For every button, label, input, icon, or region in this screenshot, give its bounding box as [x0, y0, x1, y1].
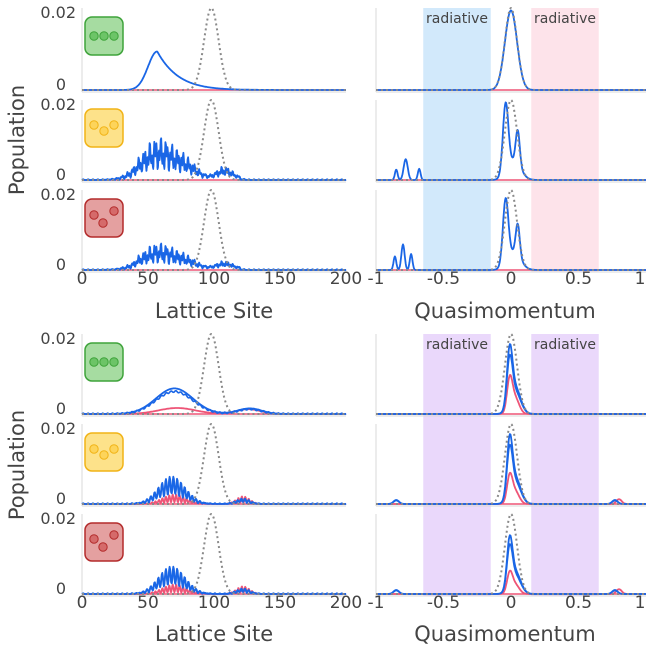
icon-dot [100, 451, 108, 459]
y-tick-label: 0 [56, 165, 66, 184]
icon-dot [90, 32, 98, 40]
blue-series-line [376, 544, 646, 594]
blue-series-line [376, 355, 646, 414]
radiative-label: radiative [426, 11, 488, 27]
icon-dot [90, 535, 98, 543]
x-axis-label: Quasimomentum [414, 299, 595, 323]
icon-dot [90, 121, 98, 129]
radiative-label: radiative [426, 337, 488, 353]
x-tick-label: 0 [77, 593, 88, 613]
green-three-dots-icon [85, 343, 123, 381]
x-tick-label: 1 [635, 269, 646, 289]
x-tick-label: -0.5 [427, 593, 460, 613]
blue-series-line [82, 477, 346, 504]
y-tick-label: 0.02 [40, 3, 76, 22]
radiative-band [531, 8, 599, 272]
radiative-label: radiative [534, 337, 596, 353]
x-tick-label: 200 [330, 269, 362, 289]
icon-dot [110, 358, 118, 366]
icon-dot [110, 445, 118, 453]
blue-series-line [82, 391, 346, 414]
y-tick-label: 0.02 [40, 509, 76, 528]
red-series-line [376, 571, 646, 594]
red-series-line [376, 473, 646, 504]
x-tick-label: 0.5 [565, 269, 592, 289]
icon-dot [110, 531, 118, 539]
x-tick-label: 50 [137, 269, 159, 289]
yellow-three-dots-icon [85, 109, 123, 147]
icon-dot [100, 127, 108, 135]
x-tick-label: 0 [77, 269, 88, 289]
icon-dot [99, 219, 107, 227]
x-tick-label: 100 [198, 593, 230, 613]
icon-dot [100, 32, 108, 40]
icon-dot [90, 358, 98, 366]
initial-state-dotted-line [376, 8, 646, 90]
icon-dot [110, 207, 118, 215]
green-three-dots-icon [85, 17, 123, 55]
x-axis-label: Lattice Site [155, 299, 273, 323]
x-axis-label: Lattice Site [155, 622, 273, 646]
x-tick-label: 150 [264, 593, 296, 613]
blue-series-line [82, 52, 346, 91]
icon-dot [90, 445, 98, 453]
y-tick-label: 0 [56, 489, 66, 508]
x-tick-label: 150 [264, 269, 296, 289]
icon-dot [110, 32, 118, 40]
y-tick-label: 0 [56, 579, 66, 598]
x-tick-label: 1 [635, 593, 646, 613]
icon-dot [100, 358, 108, 366]
x-tick-label: 200 [330, 593, 362, 613]
y-tick-label: 0.02 [40, 95, 76, 114]
blue-series-line [376, 198, 646, 270]
x-tick-label: -1 [368, 593, 385, 613]
radiative-band [531, 334, 599, 596]
y-tick-label: 0.02 [40, 419, 76, 438]
y-axis-label: Population [5, 410, 29, 520]
blue-series-line [82, 388, 346, 414]
blue-series-line [82, 143, 346, 181]
red-series-line [376, 375, 646, 414]
x-tick-label: 50 [137, 593, 159, 613]
x-axis-label: Quasimomentum [414, 622, 595, 646]
blue-series-line [82, 567, 346, 594]
blue-series-line [82, 246, 346, 270]
x-tick-label: -1 [368, 269, 385, 289]
radiative-band [423, 334, 491, 596]
blue-series-line [82, 480, 346, 504]
initial-state-dotted-line [376, 100, 646, 180]
initial-state-dotted-line [376, 190, 646, 270]
radiative-band [423, 8, 491, 272]
yellow-three-dots-icon [85, 433, 123, 471]
x-tick-label: 0.5 [565, 593, 592, 613]
blue-series-line [376, 11, 646, 91]
radiative-label: radiative [534, 11, 596, 27]
y-tick-label: 0 [56, 255, 66, 274]
y-tick-label: 0.02 [40, 185, 76, 204]
icon-dot [90, 211, 98, 219]
initial-state-dotted-line [376, 514, 646, 594]
blue-series-line [376, 102, 646, 180]
y-tick-label: 0.02 [40, 329, 76, 348]
icon-dot [110, 121, 118, 129]
x-tick-label: 0 [506, 593, 517, 613]
x-tick-label: -0.5 [427, 269, 460, 289]
y-axis-label: Population [5, 85, 29, 195]
red-three-dots-icon [85, 199, 123, 237]
x-tick-label: 0 [506, 269, 517, 289]
blue-series-line [82, 570, 346, 594]
y-tick-label: 0 [56, 75, 66, 94]
icon-dot [99, 543, 107, 551]
x-tick-label: 100 [198, 269, 230, 289]
y-tick-label: 0 [56, 399, 66, 418]
red-three-dots-icon [85, 523, 123, 561]
